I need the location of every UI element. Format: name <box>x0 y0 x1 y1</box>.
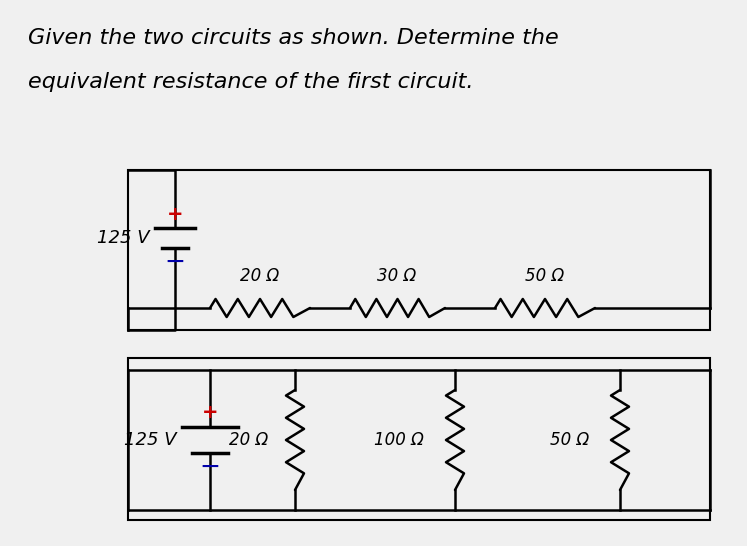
Text: +: + <box>202 403 218 423</box>
Text: −: − <box>164 250 185 274</box>
Bar <box>128 358 710 520</box>
Text: 100 Ω: 100 Ω <box>374 431 424 449</box>
Bar <box>128 170 710 330</box>
Text: 30 Ω: 30 Ω <box>377 267 417 285</box>
Text: 50 Ω: 50 Ω <box>525 267 565 285</box>
Text: +: + <box>167 205 183 223</box>
Text: Given the two circuits as shown. Determine the: Given the two circuits as shown. Determi… <box>28 28 559 48</box>
Text: 50 Ω: 50 Ω <box>550 431 589 449</box>
Text: −: − <box>199 455 220 479</box>
Text: 20 Ω: 20 Ω <box>241 267 279 285</box>
Text: 125 V: 125 V <box>124 431 177 449</box>
Text: equivalent resistance of the first circuit.: equivalent resistance of the first circu… <box>28 72 474 92</box>
Text: 125 V: 125 V <box>97 229 150 247</box>
Text: 20 Ω: 20 Ω <box>229 431 268 449</box>
